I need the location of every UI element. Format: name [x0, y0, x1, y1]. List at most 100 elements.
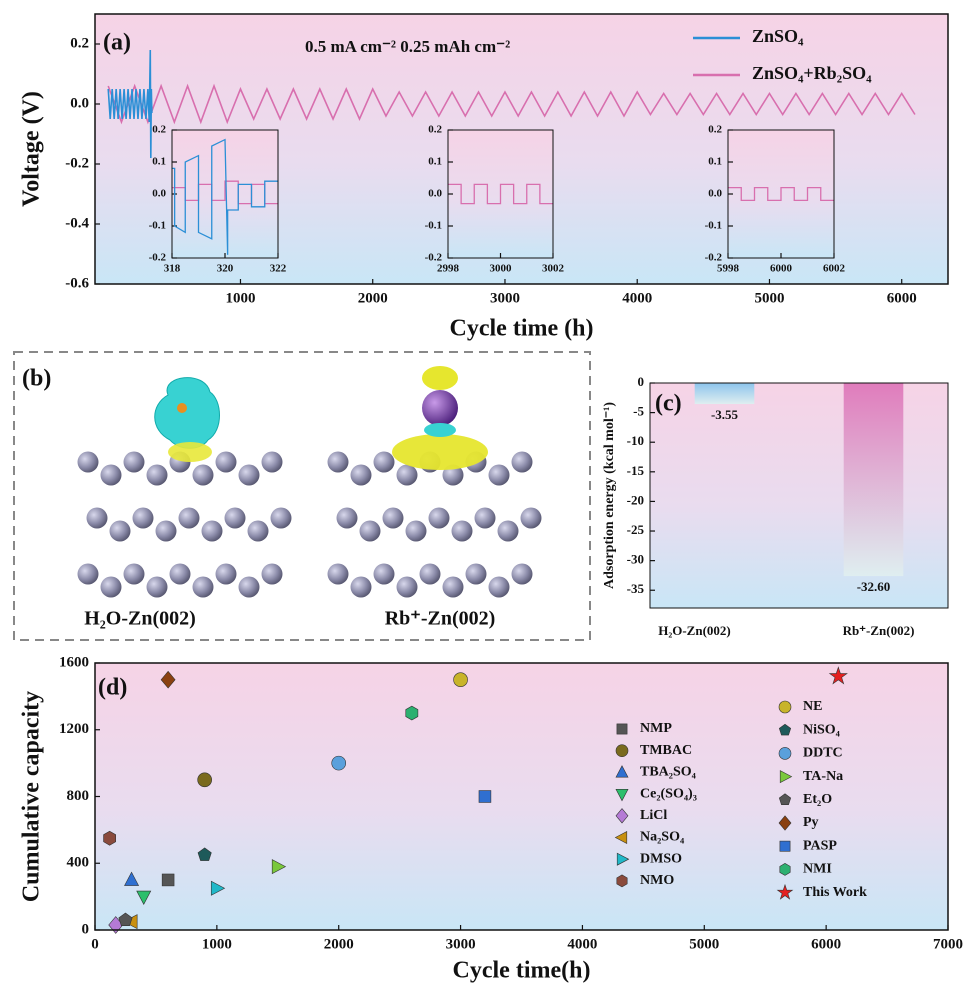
- zn-atom: [489, 577, 510, 598]
- y-tick-label: -5: [633, 404, 644, 419]
- isosurface-yellow: [168, 442, 212, 462]
- y-tick-label: -20: [627, 492, 644, 507]
- zn-atom: [262, 452, 283, 473]
- oxygen-atom: [177, 403, 187, 413]
- x-tick-label: 6000: [887, 290, 917, 306]
- y-tick-label: 0: [82, 921, 90, 937]
- panel-label: (a): [103, 30, 131, 56]
- x-tick-label: 322: [270, 263, 287, 275]
- zn-atom: [239, 577, 260, 598]
- x-axis-title: Cycle time(h): [453, 958, 591, 984]
- y-tick-label: 1600: [59, 654, 89, 670]
- y-tick-label: 0.1: [708, 156, 722, 168]
- zn-atom: [78, 452, 99, 473]
- zn-atom: [374, 564, 395, 585]
- y-axis-title: Voltage (V): [19, 91, 45, 207]
- x-tick-label: Rb⁺-Zn(002): [843, 623, 915, 638]
- structure-label: H₂O-Zn(002): [84, 608, 196, 630]
- legend-marker: [617, 724, 627, 734]
- zn-atom: [328, 452, 349, 473]
- legend-label: Na₂SO₄: [640, 830, 685, 845]
- zn-atom: [248, 521, 269, 542]
- zn-atom: [466, 564, 487, 585]
- zn-atom: [170, 564, 191, 585]
- panel-label: (b): [22, 366, 51, 392]
- marker: [162, 874, 174, 886]
- isosurface-yellow: [422, 366, 458, 390]
- legend-marker: [779, 747, 791, 759]
- isosurface-yellow: [392, 434, 488, 470]
- y-tick-label: 0.1: [152, 156, 166, 168]
- legend-label: NiSO₄: [803, 722, 841, 737]
- x-tick-label: 318: [164, 263, 181, 275]
- page: (b) H₂O-Zn(002) Rb⁺-Zn(002) -0.6-0.4-0.2…: [0, 0, 971, 990]
- zn-atom: [498, 521, 519, 542]
- structure-drawings: [78, 452, 542, 598]
- legend-label: Ce₂(SO₄)₃: [640, 786, 697, 801]
- zn-atom: [351, 577, 372, 598]
- y-axis-title: Cumulative capacity: [19, 691, 45, 902]
- zn-atom: [429, 508, 450, 529]
- zn-atom: [337, 508, 358, 529]
- marker: [332, 756, 346, 770]
- legend-label: DMSO: [640, 851, 682, 866]
- legend-label: NMO: [640, 873, 674, 888]
- y-tick-label: -25: [627, 522, 645, 537]
- x-tick-label: 6000: [770, 263, 793, 275]
- zn-atom: [124, 564, 145, 585]
- y-tick-label: -30: [627, 552, 644, 567]
- legend-label: Py: [803, 815, 819, 830]
- y-tick-label: 0.0: [70, 95, 89, 111]
- y-tick-label: 0.2: [70, 35, 89, 51]
- zn-atom: [271, 508, 292, 529]
- x-tick-label: 3000: [490, 290, 520, 306]
- legend-label: TMBAC: [640, 743, 692, 758]
- zn-atom: [124, 452, 145, 473]
- y-tick-label: -10: [627, 433, 644, 448]
- y-tick-label: 800: [67, 788, 90, 804]
- bar: [844, 383, 904, 576]
- y-tick-label: 0.0: [708, 188, 722, 200]
- x-tick-label: H₂O-Zn(002): [658, 623, 731, 638]
- x-tick-label: 3000: [490, 263, 513, 275]
- y-tick-label: -0.1: [705, 220, 722, 232]
- isosurface-cyan: [424, 423, 456, 437]
- zn-atom: [202, 521, 223, 542]
- zn-atom: [78, 564, 99, 585]
- zn-atom: [475, 508, 496, 529]
- x-tick-label: 5000: [754, 290, 784, 306]
- zn-atom: [443, 577, 464, 598]
- legend-label: DDTC: [803, 746, 843, 761]
- annotation: 0.5 mA cm⁻² 0.25 mAh cm⁻²: [305, 37, 510, 56]
- marker: [198, 773, 212, 787]
- zn-atom: [397, 465, 418, 486]
- zn-atom: [406, 521, 427, 542]
- legend-label: ZnSO₄+Rb₂SO₄: [752, 63, 872, 83]
- zn-atom: [351, 465, 372, 486]
- x-tick-label: 3000: [446, 936, 476, 952]
- legend-label: NMI: [803, 862, 832, 877]
- isosurface-cyan: [155, 378, 220, 449]
- zn-atom: [521, 508, 542, 529]
- legend-label: NMP: [640, 721, 672, 736]
- y-tick-label: -0.6: [65, 275, 89, 291]
- panel-b-frame: [14, 352, 590, 640]
- zn-atom: [489, 465, 510, 486]
- x-tick-label: 320: [217, 263, 234, 275]
- x-tick-label: 4000: [567, 936, 597, 952]
- legend-label: TA-Na: [803, 769, 843, 784]
- zn-atom: [383, 508, 404, 529]
- y-tick-label: 0.2: [428, 124, 442, 136]
- legend-label: LiCl: [640, 808, 667, 823]
- legend-label: ZnSO₄: [752, 26, 804, 46]
- y-tick-label: 0: [638, 374, 645, 389]
- rb-atom: [422, 390, 458, 426]
- y-axis-title: Adsorption energy (kcal mol⁻¹): [602, 402, 617, 589]
- x-tick-label: 4000: [622, 290, 652, 306]
- legend-marker: [780, 841, 790, 851]
- y-tick-label: -0.4: [65, 215, 89, 231]
- zn-atom: [512, 564, 533, 585]
- y-tick-label: -0.1: [425, 220, 442, 232]
- zn-atom: [328, 564, 349, 585]
- zn-atom: [452, 521, 473, 542]
